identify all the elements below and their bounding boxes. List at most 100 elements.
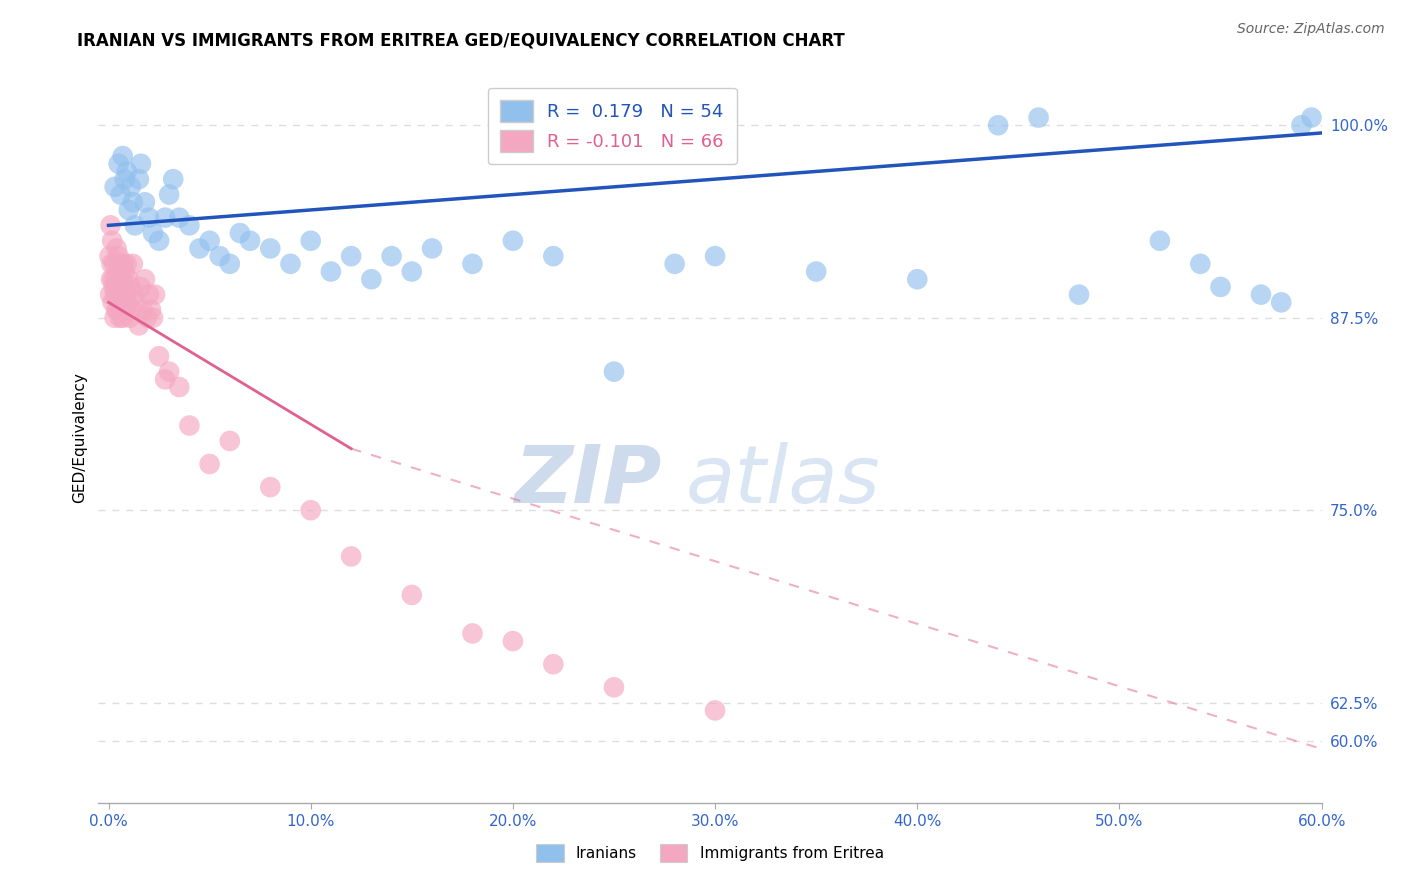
Point bbox=[179, 418, 201, 433]
Point bbox=[401, 264, 423, 278]
Point bbox=[1250, 287, 1272, 301]
Point bbox=[169, 380, 191, 394]
Point bbox=[120, 179, 142, 194]
Point bbox=[110, 187, 132, 202]
Point bbox=[208, 249, 231, 263]
Point bbox=[121, 303, 143, 318]
Point bbox=[124, 219, 146, 233]
Text: Source: ZipAtlas.com: Source: ZipAtlas.com bbox=[1237, 22, 1385, 37]
Point bbox=[108, 287, 131, 301]
Point bbox=[103, 280, 125, 294]
Point bbox=[1301, 111, 1323, 125]
Point bbox=[664, 257, 686, 271]
Point bbox=[162, 172, 184, 186]
Point bbox=[502, 634, 524, 648]
Point bbox=[107, 303, 129, 318]
Legend: Iranians, Immigrants from Eritrea: Iranians, Immigrants from Eritrea bbox=[530, 838, 890, 868]
Point bbox=[104, 287, 127, 301]
Point bbox=[100, 257, 122, 271]
Point bbox=[111, 272, 134, 286]
Point bbox=[101, 272, 124, 286]
Point bbox=[104, 310, 127, 325]
Point bbox=[104, 272, 127, 286]
Point bbox=[340, 549, 363, 564]
Point bbox=[420, 242, 443, 256]
Point bbox=[142, 310, 165, 325]
Point bbox=[179, 219, 201, 233]
Point bbox=[115, 257, 138, 271]
Point bbox=[100, 272, 122, 286]
Point bbox=[1291, 118, 1313, 132]
Point bbox=[1149, 234, 1171, 248]
Point bbox=[129, 280, 152, 294]
Point bbox=[128, 318, 150, 333]
Point bbox=[461, 626, 484, 640]
Point bbox=[280, 257, 302, 271]
Point bbox=[114, 264, 136, 278]
Point bbox=[153, 372, 176, 386]
Point bbox=[134, 272, 156, 286]
Point bbox=[381, 249, 404, 263]
Point bbox=[704, 703, 727, 717]
Point bbox=[112, 280, 135, 294]
Point bbox=[98, 249, 121, 263]
Point bbox=[107, 157, 129, 171]
Y-axis label: GED/Equivalency: GED/Equivalency bbox=[72, 372, 87, 502]
Point bbox=[104, 179, 127, 194]
Point bbox=[299, 234, 322, 248]
Point bbox=[117, 295, 139, 310]
Point bbox=[101, 295, 124, 310]
Point bbox=[132, 303, 155, 318]
Point bbox=[319, 264, 342, 278]
Point bbox=[105, 280, 128, 294]
Point bbox=[114, 172, 136, 186]
Point bbox=[118, 272, 141, 286]
Point bbox=[239, 234, 262, 248]
Point bbox=[142, 226, 165, 240]
Point bbox=[804, 264, 827, 278]
Point bbox=[120, 280, 142, 294]
Point bbox=[111, 149, 134, 163]
Point bbox=[1270, 295, 1292, 310]
Point bbox=[139, 303, 162, 318]
Point bbox=[134, 195, 156, 210]
Point bbox=[108, 272, 131, 286]
Point bbox=[987, 118, 1010, 132]
Point bbox=[148, 349, 170, 363]
Point bbox=[1067, 287, 1090, 301]
Point bbox=[103, 257, 125, 271]
Point bbox=[101, 234, 124, 248]
Point bbox=[603, 365, 626, 379]
Point bbox=[138, 211, 160, 225]
Point bbox=[118, 310, 141, 325]
Point bbox=[401, 588, 423, 602]
Point bbox=[129, 157, 152, 171]
Point bbox=[905, 272, 928, 286]
Point bbox=[157, 187, 180, 202]
Point bbox=[105, 242, 128, 256]
Point bbox=[502, 234, 524, 248]
Point bbox=[153, 211, 176, 225]
Point bbox=[1028, 111, 1050, 125]
Point bbox=[128, 172, 150, 186]
Point bbox=[543, 657, 565, 672]
Point bbox=[340, 249, 363, 263]
Point bbox=[125, 295, 148, 310]
Point bbox=[110, 310, 132, 325]
Point bbox=[461, 257, 484, 271]
Point bbox=[112, 303, 135, 318]
Point bbox=[218, 434, 240, 448]
Point bbox=[121, 257, 143, 271]
Point bbox=[98, 287, 121, 301]
Point bbox=[603, 681, 626, 695]
Point bbox=[100, 219, 122, 233]
Point bbox=[124, 287, 146, 301]
Point bbox=[143, 287, 166, 301]
Point bbox=[198, 234, 221, 248]
Point bbox=[136, 310, 159, 325]
Point bbox=[360, 272, 382, 286]
Point bbox=[111, 295, 134, 310]
Point bbox=[111, 310, 134, 325]
Point bbox=[229, 226, 252, 240]
Point bbox=[138, 287, 160, 301]
